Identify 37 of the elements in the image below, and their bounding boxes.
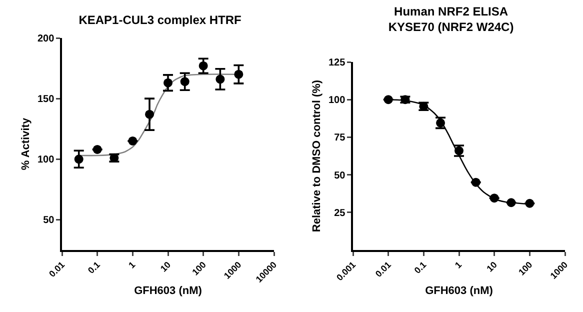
chart-title: Human NRF2 ELISA KYSE70 (NRF2 W24C) (388, 4, 514, 34)
x-tick-label: 0.01 (47, 260, 67, 280)
x-tick-label: 1 (452, 260, 464, 270)
point (234, 70, 244, 79)
point (216, 74, 225, 84)
point (74, 154, 84, 164)
x-axis-title: GFH603 (nM) (134, 284, 202, 297)
y-tick-label: 100 (38, 154, 55, 166)
y-tick-label: 75 (334, 132, 346, 144)
point (384, 95, 393, 104)
y-tick-label: 125 (328, 58, 346, 68)
x-tick-label: 100 (190, 260, 208, 278)
y-tick-label: 50 (334, 170, 346, 182)
y-axis-title: % Activity (20, 117, 32, 170)
point (92, 144, 102, 154)
x-tick-label: 1 (126, 260, 138, 270)
y-tick-label: 200 (38, 34, 55, 44)
chart-title: KEAP1-CUL3 complex HTRF (78, 13, 242, 27)
x-tick-label: 10 (158, 260, 173, 274)
y-tick-label: 25 (334, 208, 346, 219)
y-tick-label: 100 (328, 95, 346, 106)
x-tick-label: 0.1 (412, 260, 428, 276)
x-axis-title: GFH603 (nM) (425, 284, 494, 297)
point (506, 198, 516, 208)
point (145, 110, 154, 119)
x-tick-label: 10 (484, 260, 499, 274)
point (471, 178, 480, 187)
point (525, 198, 534, 208)
point (128, 136, 138, 146)
y-axis-title: Relative to DMSO control (%) (311, 80, 324, 232)
point (490, 194, 499, 203)
point (180, 77, 190, 86)
y-tick-label: 150 (38, 94, 55, 106)
x-tick-label: 0.1 (86, 260, 102, 276)
x-tick-label: 100 (516, 260, 534, 278)
y-tick-label: 50 (43, 215, 55, 226)
x-tick-label: 0.01 (373, 260, 393, 280)
